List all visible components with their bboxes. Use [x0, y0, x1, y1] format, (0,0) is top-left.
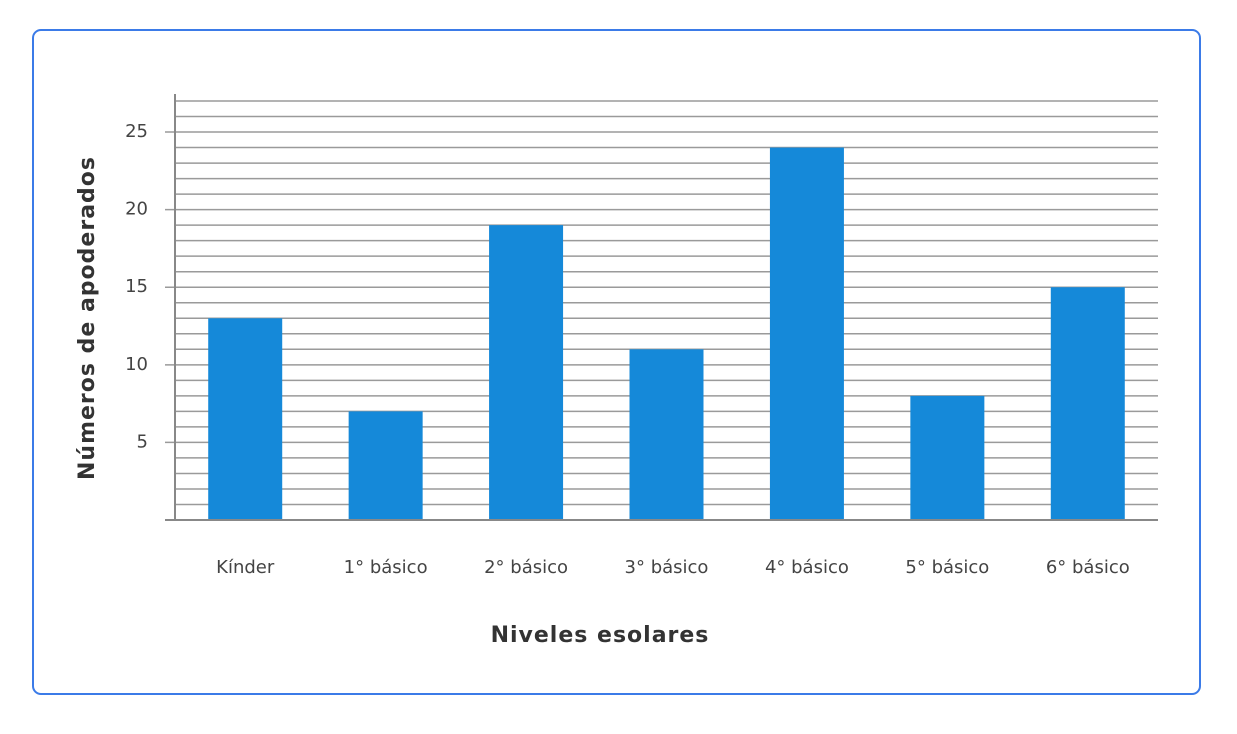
bar [489, 225, 564, 521]
y-axis-title: Números de apoderados [75, 156, 100, 480]
y-tick-label: 10 [125, 354, 148, 375]
x-tick-label: 2° básico [484, 557, 568, 578]
bar [910, 395, 985, 520]
y-tick-label: 15 [125, 276, 148, 297]
y-tick-label: 5 [137, 431, 148, 452]
x-tick-label: 6° básico [1046, 557, 1130, 578]
bar [1050, 287, 1125, 520]
bar [629, 349, 704, 520]
x-tick-label: 3° básico [625, 557, 709, 578]
bar [769, 147, 844, 521]
bar [348, 411, 423, 520]
x-tick-label: 4° básico [765, 557, 849, 578]
x-tick-label: 5° básico [905, 557, 989, 578]
bar [208, 318, 283, 520]
y-tick-label: 25 [125, 121, 148, 142]
x-axis-title: Niveles esolares [491, 623, 710, 648]
x-tick-label: Kínder [216, 557, 275, 578]
x-tick-label: 1° básico [344, 557, 428, 578]
frame [32, 29, 1201, 695]
y-tick-label: 20 [125, 199, 148, 220]
